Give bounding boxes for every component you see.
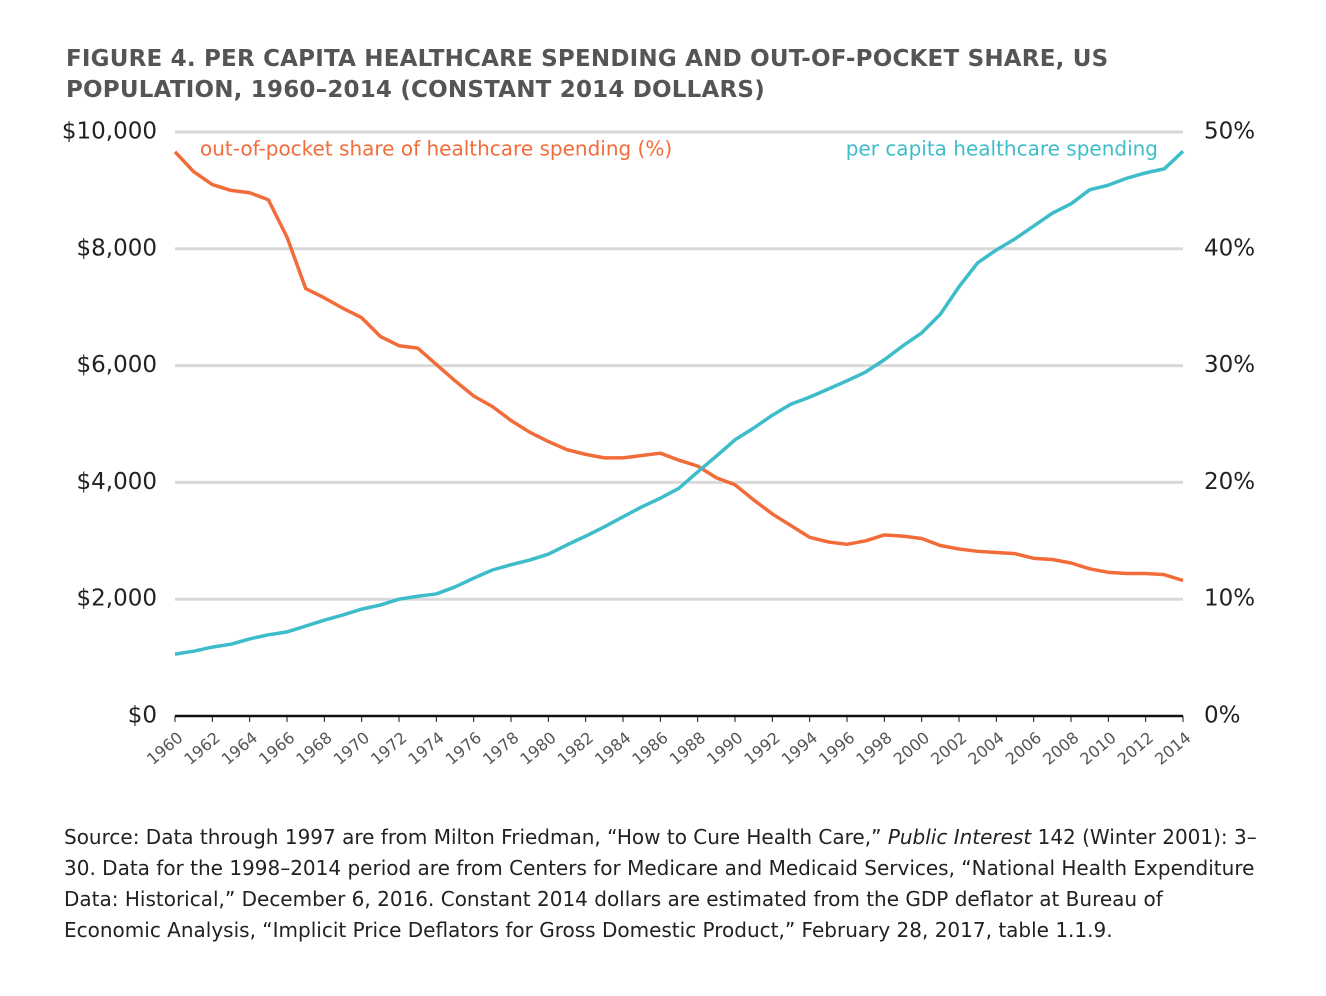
y-tick-label: $2,000: [77, 586, 157, 612]
x-tick-label: 1962: [180, 728, 223, 769]
x-tick-label: 1998: [852, 728, 895, 769]
y-tick-label: $10,000: [62, 119, 157, 145]
x-tick-label: 2000: [890, 728, 933, 769]
source-text: 142 (Winter 2001): 3–30. Data for the 19…: [64, 825, 1257, 942]
x-tick-label: 2002: [927, 728, 970, 769]
x-tick-label: 1990: [703, 728, 746, 769]
x-tick-label: 1994: [778, 728, 821, 769]
series-label: per capita healthcare spending: [846, 137, 1158, 161]
x-tick-label: 1984: [591, 728, 634, 769]
x-tick-label: 1964: [218, 728, 261, 769]
x-tick-label: 1976: [442, 728, 485, 769]
y2-tick-label: 40%: [1204, 235, 1255, 261]
x-tick-label: 1988: [666, 728, 709, 769]
y2-tick-label: 50%: [1204, 119, 1255, 145]
source-note: Source: Data through 1997 are from Milto…: [64, 822, 1264, 946]
x-tick-label: 1970: [330, 728, 373, 769]
x-tick-label: 2008: [1039, 728, 1082, 769]
y-tick-label: $0: [128, 703, 157, 729]
x-tick-label: 2010: [1076, 728, 1119, 769]
y2-tick-label: 20%: [1204, 469, 1255, 495]
x-tick-label: 2006: [1002, 728, 1045, 769]
x-tick-label: 2014: [1151, 728, 1194, 769]
y-tick-label: $4,000: [77, 469, 157, 495]
y2-tick-label: 30%: [1204, 352, 1255, 378]
y2-tick-label: 10%: [1204, 586, 1255, 612]
x-tick-label: 1968: [292, 728, 335, 769]
x-tick-label: 1978: [479, 728, 522, 769]
y2-tick-label: 0%: [1204, 703, 1241, 729]
y-tick-label: $8,000: [77, 235, 157, 261]
x-tick-label: 1982: [554, 728, 597, 769]
x-tick-label: 1974: [404, 728, 447, 769]
source-text: Source: Data through 1997 are from Milto…: [64, 825, 888, 849]
source-journal: Public Interest: [887, 825, 1032, 849]
y-tick-label: $6,000: [77, 352, 157, 378]
x-tick-label: 1972: [367, 728, 410, 769]
x-tick-label: 1986: [628, 728, 671, 769]
x-tick-label: 1992: [740, 728, 783, 769]
x-tick-label: 1996: [815, 728, 858, 769]
x-tick-label: 2012: [1114, 728, 1157, 769]
x-tick-label: 1960: [143, 728, 186, 769]
series-label: out-of-pocket share of healthcare spendi…: [200, 137, 672, 161]
chart-title: FIGURE 4. PER CAPITA HEALTHCARE SPENDING…: [66, 46, 1109, 103]
series-line: [173, 150, 1184, 583]
series-line: [174, 149, 1185, 656]
x-tick-label: 2004: [964, 728, 1007, 769]
x-tick-label: 1966: [255, 728, 298, 769]
x-tick-label: 1980: [516, 728, 559, 769]
